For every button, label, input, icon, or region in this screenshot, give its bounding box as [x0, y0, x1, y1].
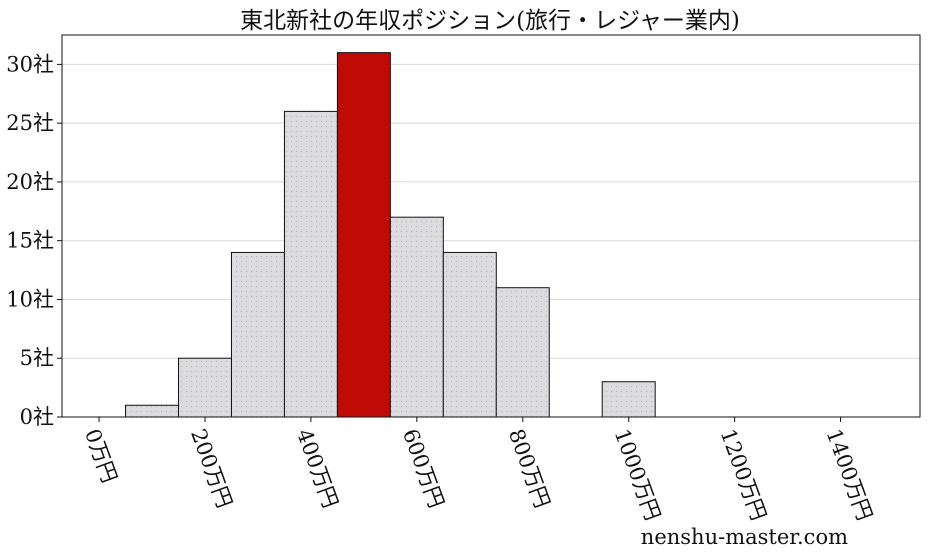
x-tick-label: 1000万円 — [610, 426, 665, 524]
plot-frame — [61, 34, 921, 418]
x-tick-label: 200万円 — [186, 426, 237, 511]
bar-texture — [126, 405, 179, 417]
bar-texture — [284, 111, 337, 417]
x-tick-label: 800万円 — [504, 426, 555, 511]
x-axis-ticks: 0万円 200万円 400万円 600万円 800万円 1000万円 1200万円 1400万… — [80, 417, 877, 524]
y-tick-label: 30社 — [6, 52, 54, 76]
y-tick-label: 0社 — [20, 405, 54, 429]
bar-texture — [496, 288, 549, 417]
bar-texture — [390, 217, 443, 417]
y-tick-label: 20社 — [6, 170, 54, 194]
y-tick-label: 10社 — [6, 287, 54, 311]
chart-title: 東北新社の年収ポジション(旅行・レジャー業内) — [240, 8, 740, 34]
bar-texture — [231, 252, 284, 417]
x-tick-label: 400万円 — [292, 426, 343, 511]
x-tick-label: 0万円 — [80, 426, 121, 486]
y-tick-label: 25社 — [6, 111, 54, 135]
bar-highlight — [336, 52, 391, 418]
bars — [125, 52, 656, 418]
x-tick-label: 1200万円 — [716, 426, 771, 524]
gridlines — [62, 63, 920, 359]
watermark: nenshu-master.com — [641, 525, 848, 549]
bar-texture — [443, 252, 496, 417]
y-tick-label: 15社 — [6, 229, 54, 253]
bar-texture — [602, 382, 655, 417]
y-axis-ticks: 0社 5社 10社 15社 20社 25社 30社 — [6, 52, 62, 429]
bar-texture — [179, 358, 231, 417]
y-tick-label: 5社 — [20, 346, 54, 370]
x-tick-label: 600万円 — [398, 426, 449, 511]
x-tick-label: 1400万円 — [822, 426, 877, 524]
